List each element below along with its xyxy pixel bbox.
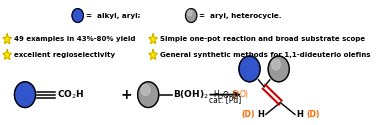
- Text: 49 examples in 43%-80% yield: 49 examples in 43%-80% yield: [14, 36, 136, 42]
- Text: H: H: [297, 110, 304, 119]
- Text: =  aryl, heterocycle.: = aryl, heterocycle.: [199, 12, 282, 18]
- Text: excellent regioselectivity: excellent regioselectivity: [14, 52, 116, 58]
- Circle shape: [186, 9, 197, 22]
- Text: General synthetic methods for 1,1-dideuterio olefins: General synthetic methods for 1,1-dideut…: [160, 52, 371, 58]
- Circle shape: [141, 85, 150, 96]
- Text: H: H: [214, 90, 219, 99]
- Circle shape: [72, 9, 84, 22]
- Text: =  alkyl, aryl;: = alkyl, aryl;: [86, 12, 140, 18]
- Text: $_2$: $_2$: [236, 90, 240, 97]
- Polygon shape: [149, 34, 157, 44]
- Polygon shape: [3, 34, 11, 44]
- Polygon shape: [149, 50, 157, 59]
- Circle shape: [239, 56, 260, 82]
- Text: cat. [Pd]: cat. [Pd]: [209, 96, 242, 104]
- Text: (D): (D): [306, 110, 320, 119]
- Circle shape: [14, 82, 36, 108]
- Circle shape: [268, 56, 289, 82]
- Text: $_2$O (: $_2$O (: [219, 90, 235, 102]
- Text: CO$_2$H: CO$_2$H: [57, 88, 84, 101]
- Circle shape: [187, 10, 192, 16]
- Circle shape: [138, 82, 159, 108]
- Circle shape: [272, 59, 280, 70]
- Text: H: H: [257, 110, 264, 119]
- Text: +: +: [121, 88, 132, 102]
- Text: (D): (D): [241, 110, 254, 119]
- Text: B(OH)$_2$: B(OH)$_2$: [174, 88, 209, 101]
- Polygon shape: [3, 50, 11, 59]
- Text: O): O): [239, 90, 248, 99]
- Text: Simple one-pot reaction and broad substrate scope: Simple one-pot reaction and broad substr…: [160, 36, 366, 42]
- Text: D: D: [232, 90, 238, 99]
